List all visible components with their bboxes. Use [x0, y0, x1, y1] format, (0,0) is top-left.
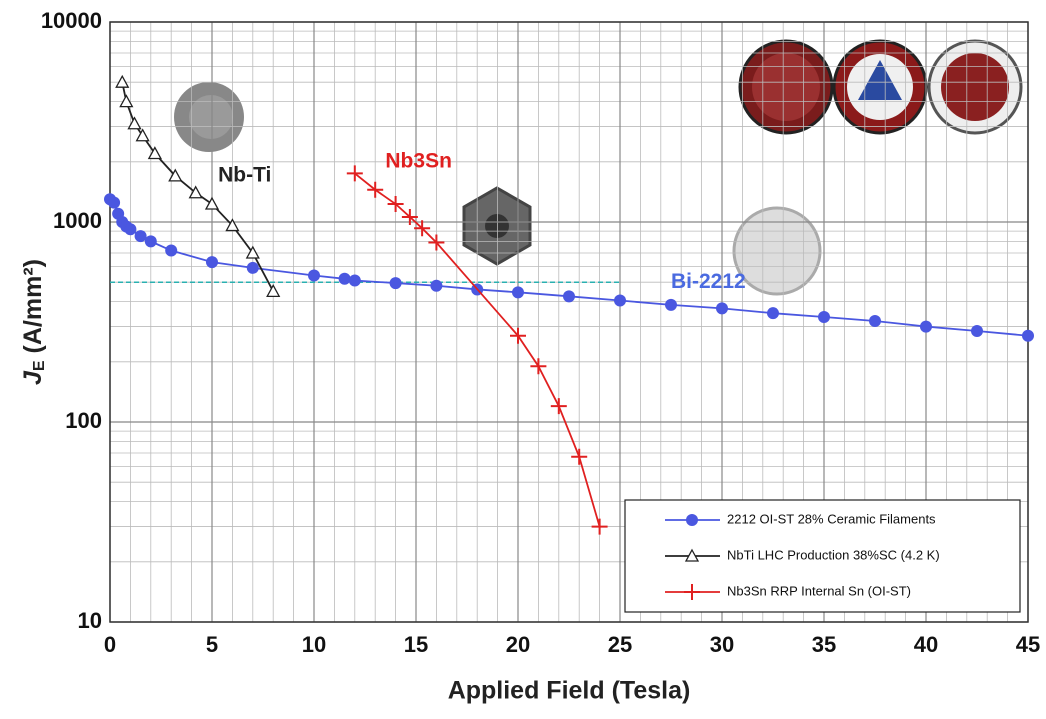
- point: [971, 325, 983, 337]
- legend-label: Nb3Sn RRP Internal Sn (OI-ST): [727, 583, 911, 598]
- point: [592, 519, 608, 535]
- y-label-main: J: [19, 370, 47, 385]
- point: [530, 358, 546, 374]
- point: [512, 286, 524, 298]
- annotation: Nb-Ti: [218, 163, 271, 186]
- point: [571, 449, 587, 465]
- point: [430, 280, 442, 292]
- x-tick-label: 40: [914, 632, 938, 657]
- point: [869, 315, 881, 327]
- y-axis-label: JE (A/mm²): [19, 259, 49, 385]
- point: [108, 197, 120, 209]
- point: [267, 285, 279, 296]
- annotation: Nb3Sn: [385, 149, 452, 172]
- x-tick-label: 0: [104, 632, 116, 657]
- x-tick-label: 10: [302, 632, 326, 657]
- point: [124, 223, 136, 235]
- point: [767, 307, 779, 319]
- point: [116, 76, 128, 87]
- cross-sections: [174, 82, 820, 294]
- point: [349, 274, 361, 286]
- x-tick-label: 15: [404, 632, 428, 657]
- x-axis-label: Applied Field (Tesla): [448, 677, 691, 705]
- point: [206, 256, 218, 268]
- point: [563, 290, 575, 302]
- point: [920, 321, 932, 333]
- point: [206, 198, 218, 209]
- point: [308, 270, 320, 282]
- point: [137, 130, 149, 141]
- x-tick-label: 25: [608, 632, 632, 657]
- y-label-sub: E: [31, 360, 48, 371]
- y-tick-label: 100: [65, 408, 102, 433]
- point: [165, 245, 177, 257]
- x-tick-label: 5: [206, 632, 218, 657]
- point: [390, 277, 402, 289]
- point: [247, 262, 259, 274]
- point: [818, 311, 830, 323]
- x-tick-label: 20: [506, 632, 530, 657]
- y-label-rest: (A/mm²): [19, 259, 47, 360]
- legend-label: 2212 OI-ST 28% Ceramic Filaments: [727, 511, 936, 526]
- logos: [740, 41, 1021, 133]
- y-tick-label: 10000: [41, 8, 102, 33]
- point: [551, 398, 567, 414]
- y-tick-label: 1000: [53, 208, 102, 233]
- point: [135, 230, 147, 242]
- annotation: Bi-2212: [671, 270, 746, 293]
- x-tick-label: 35: [812, 632, 836, 657]
- point: [339, 273, 351, 285]
- x-tick-label: 30: [710, 632, 734, 657]
- y-tick-label: 10: [78, 608, 102, 633]
- point: [614, 295, 626, 307]
- point: [716, 302, 728, 314]
- chart: 10 100 1000 10000 0 5 10 15 20 25 30 35 40 45 Nb-Ti Nb3…: [0, 0, 1046, 714]
- x-tick-label: 45: [1016, 632, 1040, 657]
- point: [686, 514, 698, 526]
- legend-label: NbTi LHC Production 38%SC (4.2 K): [727, 547, 940, 562]
- point: [145, 235, 157, 247]
- point: [665, 299, 677, 311]
- point: [1022, 330, 1034, 342]
